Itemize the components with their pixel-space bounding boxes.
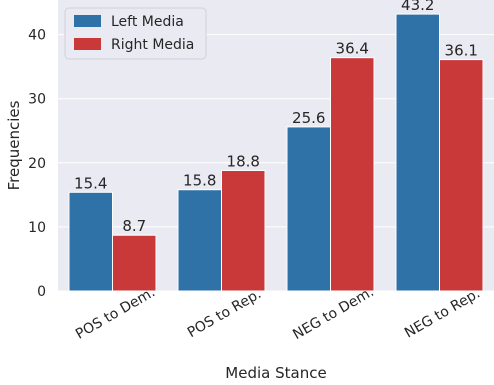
- bar-value-label: 43.2: [401, 0, 434, 14]
- y-axis-ticks: 0 10 20 30 40: [28, 28, 46, 300]
- bar-value-label: 36.4: [336, 40, 369, 58]
- x-tick-label: NEG to Rep.: [402, 286, 483, 342]
- x-axis-label: Media Stance: [225, 364, 326, 382]
- x-tick-label: NEG to Dem.: [290, 284, 376, 343]
- legend-swatch: [74, 15, 101, 27]
- bar-left-media: [395, 13, 440, 292]
- legend-swatch: [74, 38, 101, 50]
- legend-label: Right Media: [111, 37, 194, 53]
- bar-right-media: [330, 57, 375, 292]
- legend-label: Left Media: [111, 14, 184, 30]
- bar-value-labels: 15.4 8.7 15.8 18.8 25.6 36.4 43.2 36.1: [74, 0, 478, 235]
- bar-right-media: [221, 169, 266, 292]
- bar-left-media: [177, 189, 222, 292]
- bar-right-media: [112, 234, 157, 292]
- bar-value-label: 18.8: [227, 152, 260, 170]
- bar-value-label: 15.8: [183, 172, 216, 190]
- bar-right-media: [439, 59, 484, 292]
- bar-value-label: 15.4: [74, 174, 107, 192]
- bar-value-label: 25.6: [292, 109, 325, 127]
- x-tick-label: POS to Rep.: [185, 286, 264, 341]
- bars: [68, 13, 484, 292]
- y-tick-label: 10: [28, 220, 46, 236]
- x-axis-ticks: POS to Dem. POS to Rep. NEG to Dem. NEG to …: [73, 284, 483, 343]
- bar-value-label: 36.1: [445, 42, 478, 60]
- x-tick-label: POS to Dem.: [73, 284, 158, 342]
- bar-left-media: [68, 191, 113, 292]
- bar-value-label: 8.7: [122, 217, 146, 235]
- bar-left-media: [286, 126, 331, 292]
- y-axis-label: Frequencies: [5, 100, 23, 190]
- legend: Left Media Right Media: [64, 7, 207, 60]
- y-tick-label: 20: [28, 156, 46, 172]
- y-tick-label: 30: [28, 92, 46, 108]
- y-tick-label: 40: [28, 28, 46, 44]
- y-tick-label: 0: [37, 284, 46, 300]
